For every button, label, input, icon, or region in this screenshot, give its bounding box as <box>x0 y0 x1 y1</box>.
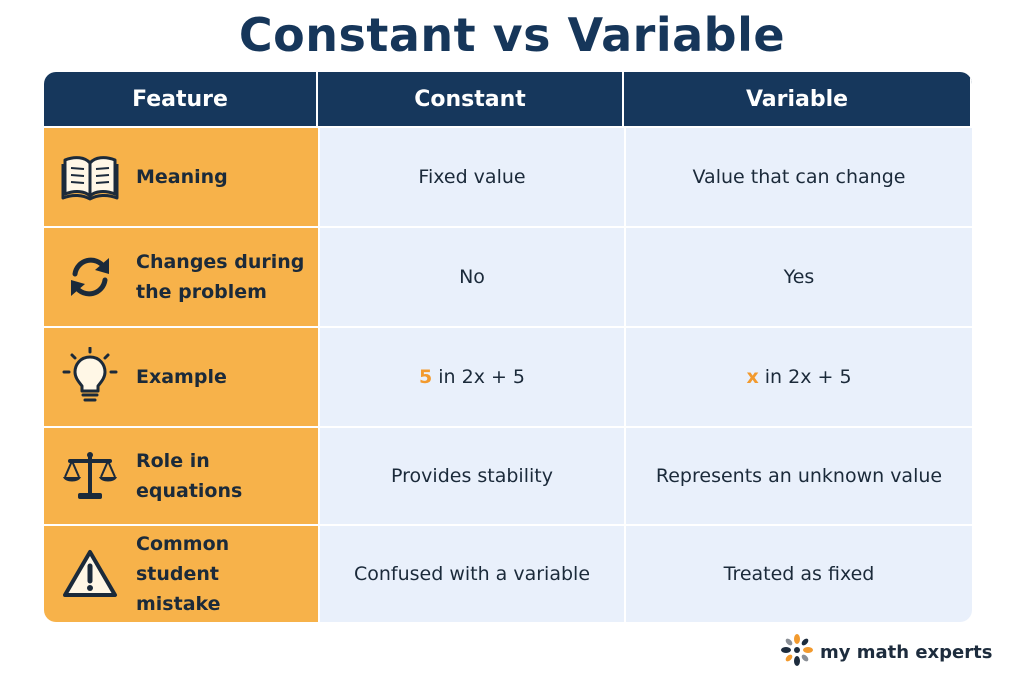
feature-cell-role: Role in equations <box>44 426 318 524</box>
feature-label: Common student mistake <box>136 533 230 615</box>
constant-cell-role: Provides stability <box>318 426 624 524</box>
example-text: in 2x + 5 <box>758 366 852 388</box>
variable-cell-mistake: Treated as fixed <box>624 524 972 622</box>
feature-cell-meaning: Meaning <box>44 126 318 226</box>
brand-name: my math experts <box>820 641 993 663</box>
constant-cell-changes: No <box>318 226 624 326</box>
brand-logo: my math experts <box>780 632 992 672</box>
header-constant: Constant <box>318 72 624 126</box>
header-variable: Variable <box>624 72 972 126</box>
page-title: Constant vs Variable <box>238 8 786 62</box>
feature-label: Meaning <box>136 166 228 188</box>
highlight-variable: x <box>746 366 759 388</box>
constant-cell-mistake: Confused with a variable <box>318 524 624 622</box>
lightbulb-icon <box>60 347 120 407</box>
warning-icon <box>60 544 120 604</box>
book-icon <box>60 147 120 207</box>
feature-cell-example: Example <box>44 326 318 426</box>
scale-icon <box>60 446 120 506</box>
header-feature: Feature <box>44 72 318 126</box>
variable-cell-meaning: Value that can change <box>624 126 972 226</box>
comparison-table: Feature Constant Variable Meaning Fixed … <box>44 72 972 622</box>
feature-label: Role in equations <box>136 450 243 502</box>
example-text: in 2x + 5 <box>432 366 526 388</box>
feature-label: Example <box>136 366 227 388</box>
feature-label: Changes during the problem <box>136 251 305 303</box>
feature-cell-mistake: Common student mistake <box>44 524 318 622</box>
constant-cell-example: 5 in 2x + 5 <box>318 326 624 426</box>
variable-cell-changes: Yes <box>624 226 972 326</box>
refresh-icon <box>60 247 120 307</box>
variable-cell-example: x in 2x + 5 <box>624 326 972 426</box>
feature-cell-changes: Changes during the problem <box>44 226 318 326</box>
constant-cell-meaning: Fixed value <box>318 126 624 226</box>
variable-cell-role: Represents an unknown value <box>624 426 972 524</box>
flower-logo-icon <box>780 633 814 671</box>
highlight-constant: 5 <box>418 366 433 388</box>
